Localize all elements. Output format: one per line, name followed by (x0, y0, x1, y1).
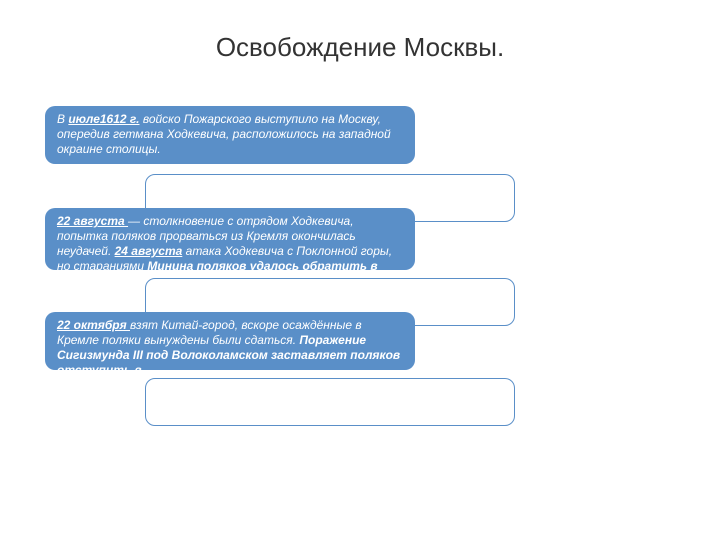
event-box-3: 22 октября взят Китай-город, вскоре осаж… (45, 312, 415, 370)
date-2a: 22 августа (57, 214, 128, 228)
text: В (57, 112, 68, 126)
bold-2: Минина поляков удалось обратить в (147, 259, 377, 270)
date-3: 22 октября (57, 318, 130, 332)
date-2b: 24 августа (115, 244, 183, 258)
slide: Освобождение Москвы. В июле1612 г. войск… (0, 0, 720, 540)
empty-box-3 (145, 378, 515, 426)
event-box-1: В июле1612 г. войско Пожарского выступил… (45, 106, 415, 164)
date-1: июле1612 г. (68, 112, 139, 126)
page-title: Освобождение Москвы. (0, 32, 720, 63)
content-stack: В июле1612 г. войско Пожарского выступил… (45, 106, 415, 426)
event-box-2: 22 августа — столкновение с отрядом Ходк… (45, 208, 415, 270)
